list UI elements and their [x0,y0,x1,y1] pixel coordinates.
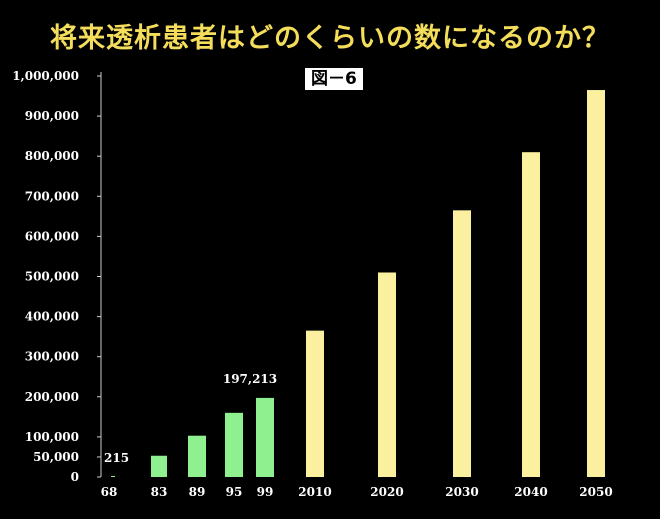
bar-89 [188,435,206,477]
x-tick-label: 95 [226,485,243,499]
x-tick-label: 2020 [370,485,403,499]
y-tick-label: 1,000,000 [12,69,79,83]
x-tick-label: 83 [151,485,168,499]
y-tick-label: 500,000 [25,270,79,284]
chart-title: 将来透析患者はどのくらいの数になるのか？ [50,23,610,54]
bar-83 [151,455,167,477]
y-tick-label: 50,000 [33,450,79,464]
x-tick-label: 99 [257,485,274,499]
bar-2030 [453,210,471,477]
x-tick-label: 2050 [579,485,612,499]
y-tick-label: 800,000 [25,149,79,163]
y-tick-label: 600,000 [25,229,79,243]
data-label-99: 197,213 [223,372,277,386]
y-tick-label: 400,000 [25,310,79,324]
y-tick-label: 100,000 [25,430,79,444]
y-tick-label: 700,000 [25,189,79,203]
y-tick-label: 900,000 [25,109,79,123]
x-tick-label: 89 [189,485,206,499]
bar-95 [225,412,243,477]
y-tick-label: 0 [71,470,79,484]
y-tick-label: 300,000 [25,350,79,364]
x-tick-label: 2040 [514,485,547,499]
y-tick-label: 200,000 [25,390,79,404]
bar-2050 [587,90,605,477]
bar-99 [256,397,274,477]
x-tick-label: 2030 [445,485,478,499]
x-tick-label: 68 [101,485,118,499]
bar-2020 [378,272,396,477]
x-tick-label: 2010 [298,485,331,499]
bar-2040 [522,152,540,477]
bar-2010 [306,330,324,477]
bar-68 [111,476,115,477]
data-label-68: 215 [104,451,129,465]
figure-label: 図－6 [305,68,363,90]
